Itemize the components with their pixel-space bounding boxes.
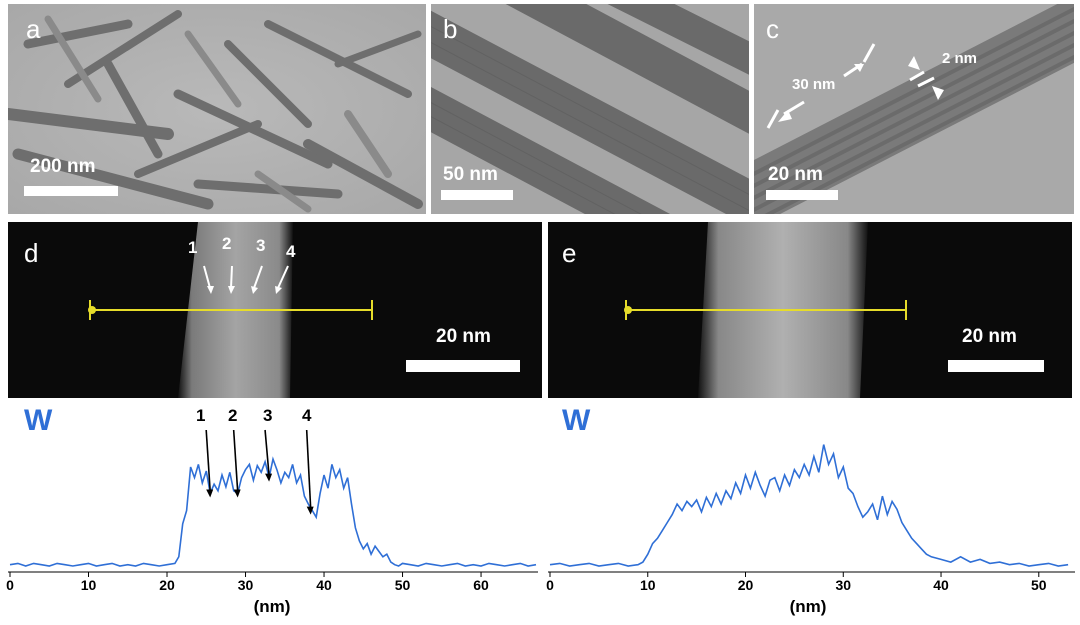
width-annotation: 30 nm bbox=[792, 76, 836, 93]
scale-bar-a bbox=[24, 186, 118, 196]
tem-panel-a: a 200 nm bbox=[8, 4, 426, 214]
stem-panel-e: e 20 nm bbox=[548, 222, 1072, 398]
scale-bar-e bbox=[948, 360, 1044, 372]
scale-bar-label-b: 50 nm bbox=[443, 164, 498, 185]
tem-image-c bbox=[754, 4, 1074, 214]
w-profile-series bbox=[9, 456, 537, 567]
x-tick-label: 10 bbox=[639, 577, 656, 593]
plot-d-title: W bbox=[24, 404, 53, 437]
panel-label-c: c bbox=[766, 14, 779, 44]
tem-panel-b: b 50 nm bbox=[431, 4, 749, 214]
panel-label-d: d bbox=[24, 238, 39, 268]
plot-d-xlabel: (nm) bbox=[253, 597, 291, 616]
marker-d-3: 3 bbox=[256, 236, 266, 255]
plot-d-marker-2: 2 bbox=[228, 406, 238, 425]
x-tick-label: 40 bbox=[933, 577, 949, 593]
x-tick-label: 0 bbox=[546, 577, 554, 593]
plot-d-marker-3: 3 bbox=[263, 406, 273, 425]
marker-arrow bbox=[264, 429, 270, 476]
x-tick-label: 20 bbox=[737, 577, 754, 593]
marker-arrowhead bbox=[206, 489, 214, 498]
scale-bar-b bbox=[441, 190, 513, 200]
tem-panel-c: c 30 nm 2 nm 20 nm bbox=[754, 4, 1074, 214]
x-tick-label: 50 bbox=[394, 577, 411, 593]
marker-d-2: 2 bbox=[222, 234, 232, 253]
panel-label-e: e bbox=[562, 238, 577, 268]
x-tick-label: 40 bbox=[316, 577, 332, 593]
pore-annotation: 2 nm bbox=[942, 50, 978, 67]
marker-d-4: 4 bbox=[286, 242, 296, 261]
panel-label-b: b bbox=[443, 14, 458, 44]
stem-panel-d: d 1 2 3 4 20 nm bbox=[8, 222, 542, 398]
marker-d-1: 1 bbox=[188, 238, 198, 257]
line-profile-chart-d bbox=[8, 429, 538, 577]
x-tick-label: 0 bbox=[6, 577, 14, 593]
tem-image-b bbox=[431, 4, 749, 214]
x-tick-label: 60 bbox=[473, 577, 489, 593]
marker-arrowhead bbox=[265, 473, 273, 482]
x-tick-label: 20 bbox=[159, 577, 175, 593]
scale-bar-d bbox=[406, 360, 520, 372]
scale-bar-c bbox=[766, 190, 838, 200]
marker-arrow bbox=[232, 429, 239, 492]
w-profile-series bbox=[549, 444, 1069, 567]
x-tick-label: 50 bbox=[1030, 577, 1047, 593]
marker-arrow bbox=[205, 429, 211, 492]
plot-d-marker-4: 4 bbox=[302, 406, 312, 425]
scale-bar-label-d: 20 nm bbox=[436, 326, 491, 347]
scale-bar-label-e: 20 nm bbox=[962, 326, 1017, 347]
marker-arrowhead bbox=[233, 489, 241, 498]
x-tick-label: 30 bbox=[237, 577, 254, 593]
plot-e-title: W bbox=[562, 404, 591, 437]
scale-bar-label-c: 20 nm bbox=[768, 164, 823, 185]
tem-image-a bbox=[8, 4, 426, 214]
marker-arrowhead bbox=[306, 506, 314, 515]
marker-arrow bbox=[305, 429, 312, 509]
plot-e-xlabel: (nm) bbox=[789, 597, 827, 616]
panel-label-a: a bbox=[26, 14, 41, 44]
x-tick-label: 10 bbox=[80, 577, 97, 593]
scale-bar-label-a: 200 nm bbox=[30, 156, 96, 177]
x-tick-label: 30 bbox=[835, 577, 852, 593]
line-profile-chart-e bbox=[548, 444, 1075, 577]
plot-d-marker-1: 1 bbox=[196, 406, 206, 425]
